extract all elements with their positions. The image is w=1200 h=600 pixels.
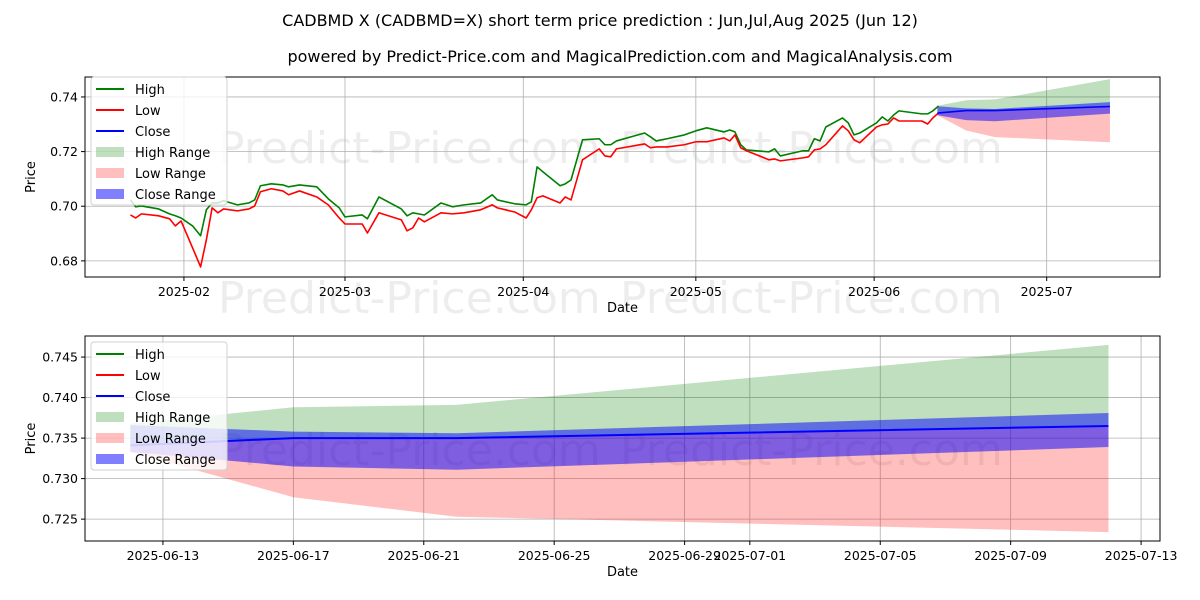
legend-label: High Range (135, 146, 210, 161)
close-line (937, 105, 1110, 114)
legend-label: Low Range (135, 167, 206, 182)
x-tick-label: 2025-06-17 (257, 548, 330, 563)
high-range-band (937, 79, 1110, 114)
x-tick-label: 2025-06-29 (648, 548, 721, 563)
legend-swatch-close-range (96, 189, 124, 199)
y-tick-label: 0.74 (50, 89, 78, 104)
y-axis-label: Price (24, 423, 39, 455)
bottom-chart: Predict-Price.comPredict-Price.com0.7250… (24, 335, 1178, 580)
legend-label: High Range (135, 411, 210, 426)
y-tick-label: 0.68 (50, 253, 78, 268)
close-range-band (130, 412, 1109, 470)
legend-label: Close Range (135, 453, 216, 468)
watermark: Predict-Price.com (218, 273, 601, 324)
close-range-band (937, 102, 1110, 122)
x-tick-label: 2025-05 (670, 284, 722, 299)
x-tick-label: 2025-06-21 (387, 548, 460, 563)
legend-swatch-low-range (96, 433, 124, 443)
y-tick-label: 0.725 (42, 512, 78, 527)
legend-swatch-low-range (96, 168, 124, 178)
y-tick-label: 0.740 (42, 390, 78, 405)
x-axis-label: Date (607, 565, 638, 580)
x-tick-label: 2025-07-05 (844, 548, 917, 563)
plot-frame (84, 335, 1161, 542)
x-tick-label: 2025-06-25 (518, 548, 591, 563)
legend-label: Close (135, 390, 170, 405)
legend-swatch-high-range (96, 412, 124, 422)
legend-label: High (135, 83, 165, 98)
y-tick-label: 0.70 (50, 199, 78, 214)
y-tick-label: 0.730 (42, 471, 78, 486)
legend-label: Low Range (135, 432, 206, 447)
watermark: Predict-Price.com (620, 123, 1003, 174)
chart-subtitle: powered by Predict-Price.com and Magical… (287, 47, 952, 66)
x-tick-label: 2025-06-13 (127, 548, 200, 563)
low-line (130, 112, 940, 268)
high-range-band (130, 344, 1109, 446)
legend-box (90, 341, 228, 471)
legend-box (90, 76, 228, 206)
x-tick-label: 2025-07-13 (1105, 548, 1178, 563)
watermark: Predict-Price.com (620, 273, 1003, 324)
plot-frame (84, 76, 1161, 278)
x-tick-label: 2025-07 (1021, 284, 1073, 299)
y-tick-label: 0.745 (42, 350, 78, 365)
x-tick-label: 2025-07-09 (974, 548, 1047, 563)
legend-label: Close Range (135, 188, 216, 203)
high-line (129, 105, 940, 237)
y-axis-label: Price (24, 161, 39, 193)
chart-title: CADBMD X (CADBMD=X) short term price pre… (282, 11, 918, 30)
legend-label: Low (135, 369, 161, 384)
legend-label: Close (135, 125, 170, 140)
x-tick-label: 2025-02 (158, 284, 210, 299)
legend-swatch-close-range (96, 454, 124, 464)
legend-swatch-high-range (96, 147, 124, 157)
top-chart: Predict-Price.com Predict-Price.com Predic… (24, 76, 1161, 324)
legend-label: High (135, 348, 165, 363)
x-tick-label: 2025-06 (848, 284, 900, 299)
watermark: Predict-Price.com (218, 123, 601, 174)
x-tick-label: 2025-03 (319, 284, 371, 299)
x-axis-label: Date (607, 301, 638, 316)
y-tick-label: 0.72 (50, 144, 78, 159)
x-tick-label: 2025-04 (497, 284, 549, 299)
y-tick-label: 0.735 (42, 431, 78, 446)
x-tick-label: 2025-07-01 (713, 548, 786, 563)
legend-label: Low (135, 104, 161, 119)
